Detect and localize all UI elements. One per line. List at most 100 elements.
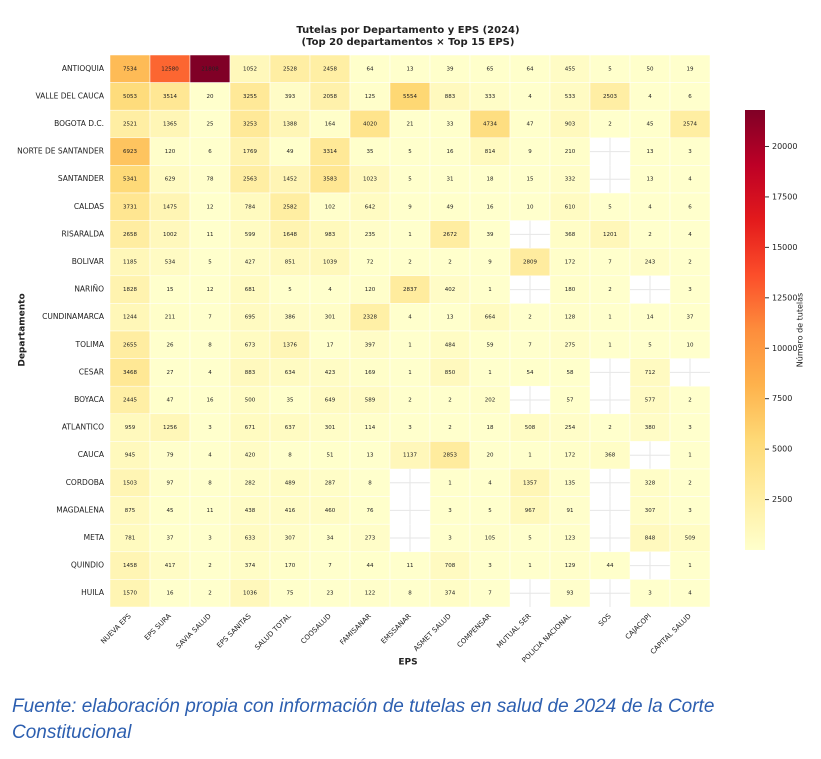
cell-label: 210 xyxy=(565,149,576,155)
cell-label: 172 xyxy=(565,260,576,266)
cell-label: 883 xyxy=(245,370,256,376)
cell-label: 1 xyxy=(488,287,492,293)
heatmap-cell xyxy=(149,82,191,111)
heatmap-cell xyxy=(149,247,191,277)
y-tick-label: CESAR xyxy=(79,367,104,376)
heatmap-cell xyxy=(229,220,271,249)
heatmap-cell xyxy=(269,468,311,497)
cell-label: 1256 xyxy=(163,425,177,431)
cell-label: 2 xyxy=(408,260,412,266)
heatmap-cell xyxy=(509,551,551,580)
heatmap-cell xyxy=(429,220,471,249)
cell-label: 202 xyxy=(485,398,496,404)
cell-label: 34 xyxy=(327,536,334,542)
heatmap-cell xyxy=(389,358,431,387)
heatmap-cell xyxy=(229,303,271,332)
heatmap-cell xyxy=(549,220,591,249)
heatmap-cell xyxy=(469,220,511,249)
colorbar-tick-label: 17500 xyxy=(772,192,797,201)
cell-label: 1357 xyxy=(523,480,537,486)
cell-label: 44 xyxy=(607,563,614,569)
cell-label: 27 xyxy=(167,370,174,376)
cell-label: 170 xyxy=(285,563,296,569)
heatmap-cell xyxy=(469,385,511,415)
cell-label: 2445 xyxy=(123,398,137,404)
x-tick-label: EPS SURA xyxy=(143,612,173,642)
heatmap-cell xyxy=(189,551,231,580)
heatmap-cell xyxy=(189,579,231,608)
heatmap-cell xyxy=(509,247,551,277)
cell-label: 7 xyxy=(208,315,212,321)
y-tick-label: ATLANTICO xyxy=(62,423,104,432)
heatmap-cell xyxy=(469,523,511,553)
heatmap-cell xyxy=(669,441,711,470)
heatmap-cell xyxy=(549,82,591,111)
heatmap-cell xyxy=(229,468,271,497)
heatmap-cell xyxy=(549,192,591,221)
cell-label: 20 xyxy=(207,94,214,100)
heatmap-cell xyxy=(309,54,351,83)
cell-label: 1648 xyxy=(283,232,297,238)
y-tick-label: RISARALDA xyxy=(62,229,105,238)
cell-label: 460 xyxy=(325,508,336,514)
heatmap-cell xyxy=(149,54,191,83)
heatmap-cell xyxy=(189,441,231,470)
cell-label: 14 xyxy=(647,315,654,321)
cell-label: 967 xyxy=(525,508,536,514)
cell-label: 1 xyxy=(688,563,692,569)
heatmap-cell xyxy=(389,54,431,83)
heatmap-cell xyxy=(109,137,151,166)
heatmap-cell xyxy=(229,551,271,580)
cell-label: 1 xyxy=(608,342,612,348)
y-tick-label: BOGOTA D.C. xyxy=(54,119,104,128)
cell-label: 4734 xyxy=(483,122,497,128)
cell-label: 23 xyxy=(327,591,334,597)
heatmap-cell xyxy=(309,220,351,249)
cell-label: 781 xyxy=(125,536,136,542)
colorbar xyxy=(745,110,765,550)
x-tick-label: CAPITAL SALUD xyxy=(649,612,693,656)
cell-label: 1201 xyxy=(603,232,617,238)
colorbar-tick-label: 2500 xyxy=(772,495,792,504)
heatmap-cell xyxy=(629,496,671,525)
cell-label: 4 xyxy=(408,315,412,321)
cell-label: 903 xyxy=(565,122,576,128)
heatmap-cell xyxy=(229,165,271,194)
cell-label: 7 xyxy=(488,591,492,597)
heatmap-cell xyxy=(389,109,431,139)
y-axis-label: Departamento xyxy=(18,293,28,366)
cell-label: 282 xyxy=(245,480,256,486)
cell-label: 172 xyxy=(565,453,576,459)
cell-label: 3 xyxy=(688,287,692,293)
heatmap-cell xyxy=(269,496,311,525)
cell-label: 18 xyxy=(487,177,494,183)
colorbar-label: Número de tutelas xyxy=(796,293,805,367)
cell-label: 5053 xyxy=(123,94,137,100)
cell-label: 489 xyxy=(285,480,296,486)
heatmap-cell xyxy=(509,358,551,387)
cell-label: 1 xyxy=(528,453,532,459)
cell-label: 3 xyxy=(408,425,412,431)
heatmap-cell xyxy=(309,165,351,194)
heatmap-cell xyxy=(589,551,631,580)
heatmap-cell xyxy=(469,303,511,332)
cell-label: 368 xyxy=(565,232,576,238)
heatmap-cell xyxy=(629,247,671,277)
heatmap-cell xyxy=(629,330,671,359)
cell-label: 1 xyxy=(448,480,452,486)
cell-label: 2 xyxy=(608,122,612,128)
cell-label: 307 xyxy=(645,508,656,514)
colorbar-tick-label: 12500 xyxy=(772,293,797,302)
heatmap-cell xyxy=(629,358,671,387)
y-tick-label: CALDAS xyxy=(74,202,104,211)
cell-label: 37 xyxy=(167,536,174,542)
heatmap-cell xyxy=(589,247,631,277)
cell-label: 5554 xyxy=(403,94,417,100)
heatmap-cell xyxy=(509,413,551,442)
cell-label: 123 xyxy=(565,536,576,542)
cell-label: 12 xyxy=(207,287,214,293)
cell-label: 6 xyxy=(688,204,692,210)
x-tick-label: CAJACOPI xyxy=(624,612,653,641)
cell-label: 1 xyxy=(528,563,532,569)
cell-label: 65 xyxy=(487,66,494,72)
